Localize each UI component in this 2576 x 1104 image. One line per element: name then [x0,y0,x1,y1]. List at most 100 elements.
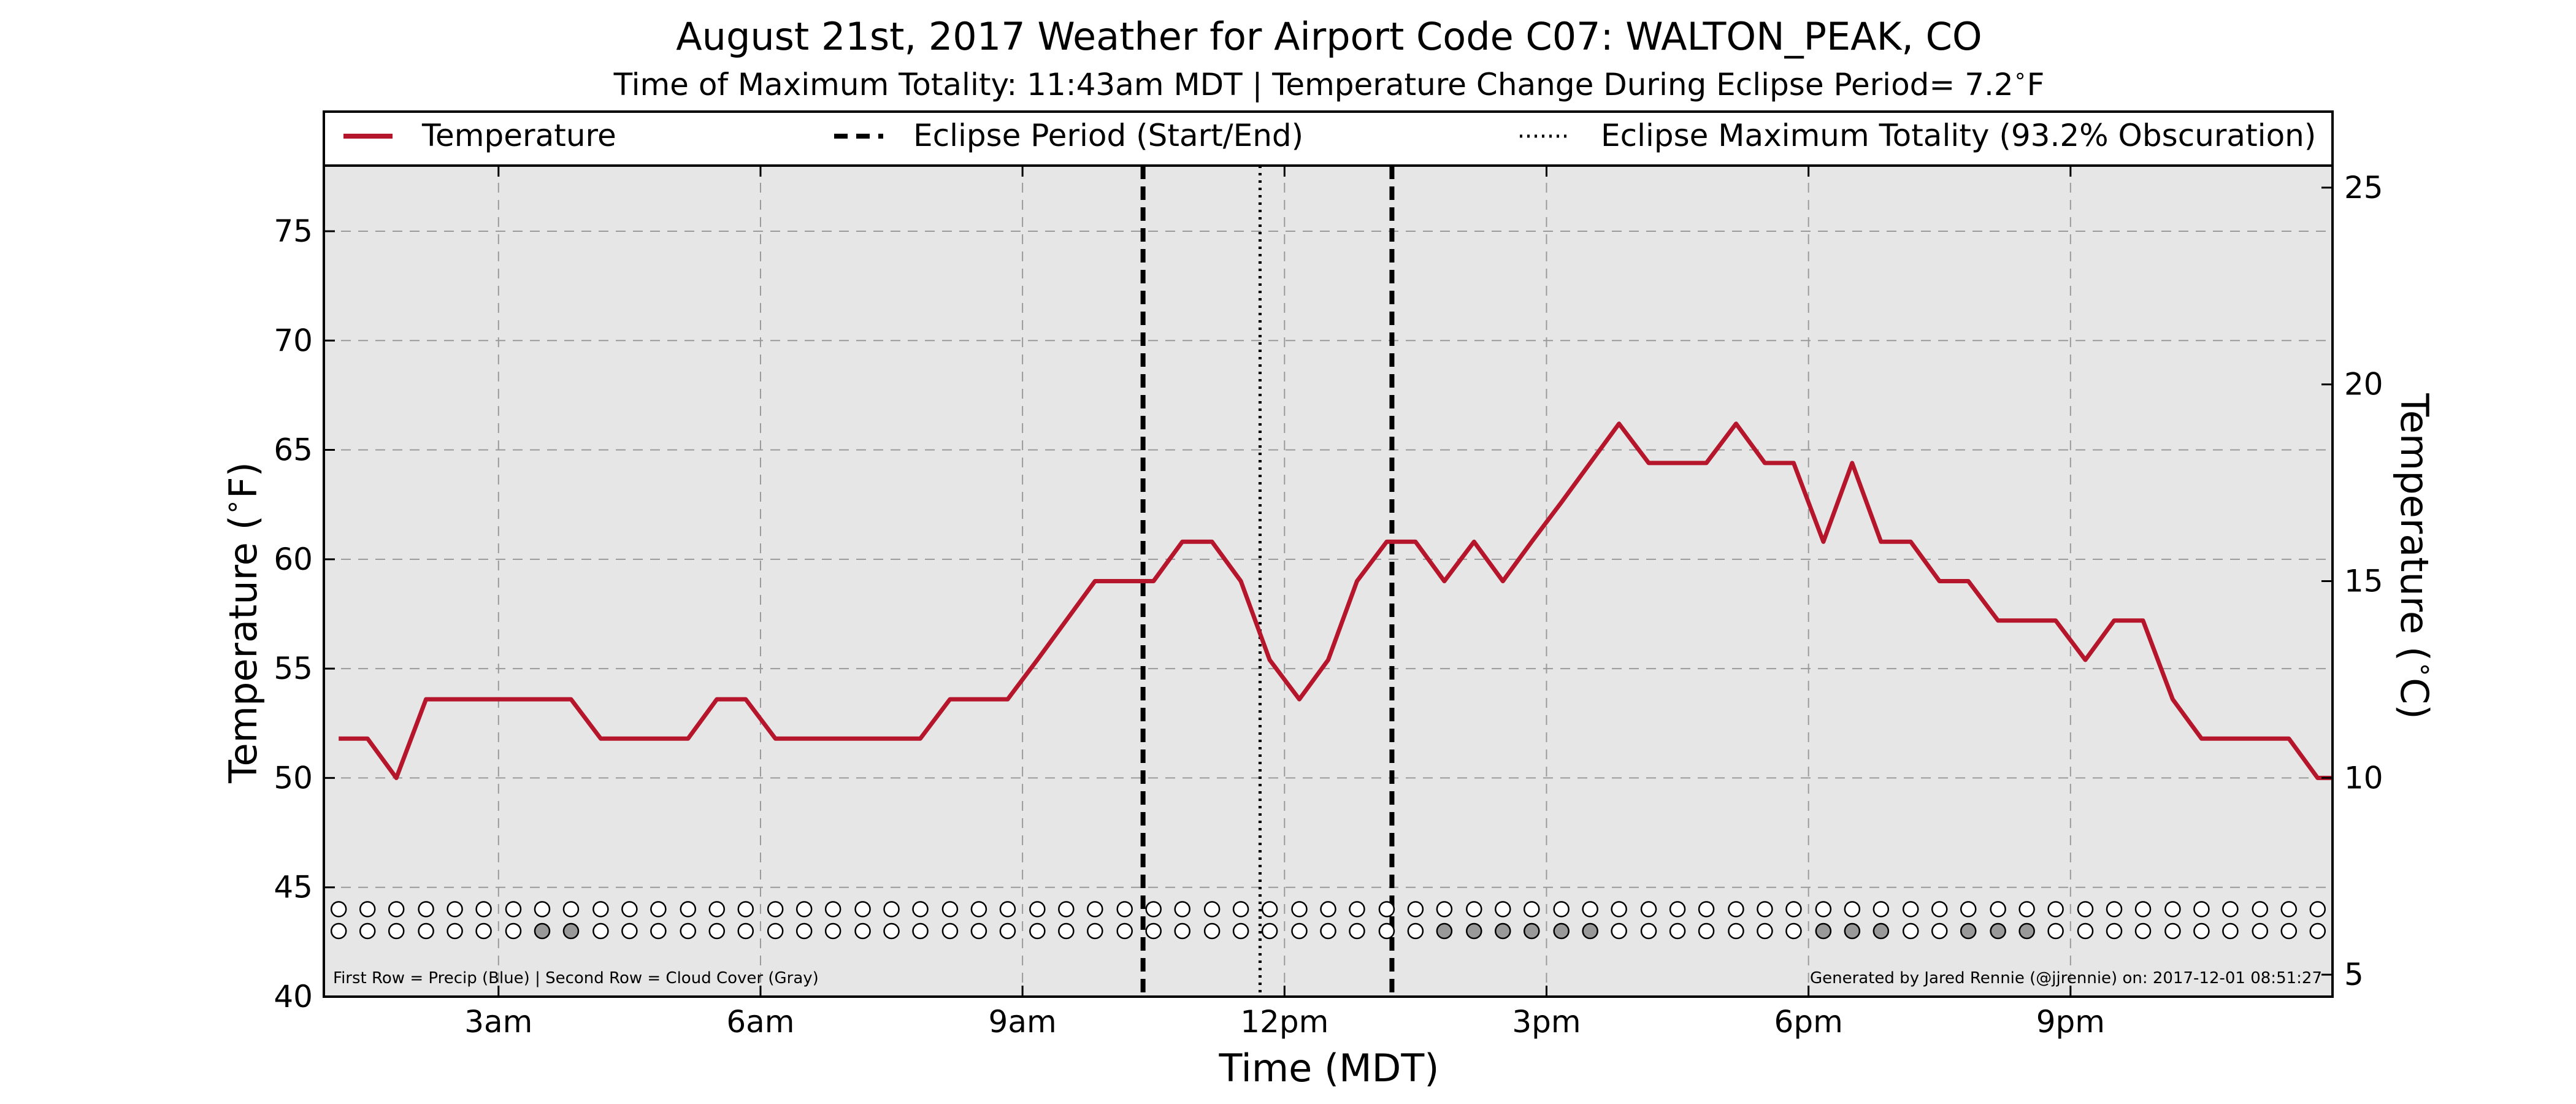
legend-label: Eclipse Period (Start/End) [913,118,1303,153]
cloud-marker [2309,922,2326,940]
y-tick-label: 60 [274,542,313,577]
precip-marker [1261,901,1278,918]
precip-marker [2018,901,2035,918]
cloud-marker [1232,922,1249,940]
precip-marker [737,901,754,918]
footer-left-note: First Row = Precip (Blue) | Second Row =… [333,969,819,987]
precip-marker [330,901,347,918]
precip-marker [1553,901,1570,918]
chart-title: August 21st, 2017 Weather for Airport Co… [676,14,1982,59]
y-axis-label-left: Temperature (∘F) [217,462,266,784]
y-tick-label: 40 [274,979,313,1014]
precip-marker [1378,901,1395,918]
precip-marker [592,901,609,918]
cloud-marker [883,922,900,940]
cloud-marker [1815,922,1832,940]
precip-marker [1757,901,1773,918]
cloud-marker [418,922,434,940]
temperature-series [339,421,2333,780]
temperature-line [339,421,2333,780]
cloud-marker [824,922,841,940]
cloud-marker [1582,922,1598,940]
y-right-tick-label: 15 [2344,564,2383,599]
cloud-marker [2047,922,2064,940]
precip-marker [2193,901,2210,918]
cloud-marker [795,922,813,940]
precip-marker [1640,901,1657,918]
precip-marker [388,901,405,918]
y-axis-label-right: Temperature (∘C) [2392,393,2440,719]
cloud-marker [2252,922,2269,940]
legend: Temperature Eclipse Period (Start/End) Ecl… [343,118,2316,153]
precip-marker [505,901,522,918]
precip-marker [1669,901,1686,918]
cloud-marker [1087,922,1103,940]
cloud-marker [941,922,959,940]
precip-marker [534,901,551,918]
cloud-marker [447,922,463,940]
cloud-marker [1669,922,1686,940]
precip-marker [1291,901,1308,918]
precip-marker [1582,901,1598,918]
precip-marker [2280,901,2298,918]
cloud-marker [1873,922,1890,940]
cloud-marker [1640,922,1657,940]
cloud-marker [1728,922,1744,940]
y-tick-label: 75 [274,213,313,249]
precip-marker [2134,901,2152,918]
cloud-marker [680,922,697,940]
cloud-marker [1553,922,1570,940]
cloud-marker [2193,922,2210,940]
cloud-marker [1466,922,1482,940]
precip-marker [1466,901,1482,918]
cloud-marker [854,922,871,940]
y-right-tick-label: 25 [2344,170,2383,205]
x-tick-label: 3pm [1512,1004,1581,1040]
cloud-marker [1785,922,1802,940]
legend-label: Eclipse Maximum Totality (93.2% Obscurat… [1601,118,2316,153]
cloud-marker [2018,922,2035,940]
cloud-marker [737,922,754,940]
precip-marker [1174,901,1190,918]
y-tick-label: 70 [274,323,313,358]
precip-marker [1145,901,1162,918]
precip-marker [1349,901,1365,918]
grid-lines [324,166,2333,997]
cloud-marker [2134,922,2152,940]
cloud-marker [2077,922,2094,940]
precip-marker [1698,901,1715,918]
precip-marker [1728,901,1744,918]
precip-marker [359,901,376,918]
precip-marker [1785,901,1802,918]
legend-label: Temperature [421,118,616,153]
precip-marker [941,901,959,918]
cloud-marker [1903,922,1919,940]
precip-marker [999,901,1016,918]
cloud-marker [1611,922,1627,940]
precip-marker [883,901,900,918]
precip-marker [1524,901,1540,918]
precip-marker [2222,901,2239,918]
precip-marker [621,901,638,918]
cloud-marker [475,922,492,940]
cloud-marker [592,922,609,940]
cloud-marker [359,922,376,940]
x-axis: 3am 6am 9am 12pm 3pm 6pm 9pm [464,166,2105,1040]
precip-cloud-markers [330,901,2326,940]
precip-marker [1931,901,1948,918]
cloud-marker [1029,922,1046,940]
cloud-marker [1203,922,1221,940]
precip-marker [1029,901,1046,918]
cloud-marker [1757,922,1773,940]
cloud-marker [708,922,726,940]
cloud-marker [1990,922,2006,940]
cloud-marker [2280,922,2298,940]
precip-marker [2309,901,2326,918]
precip-marker [650,901,667,918]
cloud-marker [1495,922,1511,940]
precip-marker [1611,901,1627,918]
cloud-marker [1407,922,1424,940]
precip-marker [1232,901,1249,918]
cloud-marker [1116,922,1133,940]
